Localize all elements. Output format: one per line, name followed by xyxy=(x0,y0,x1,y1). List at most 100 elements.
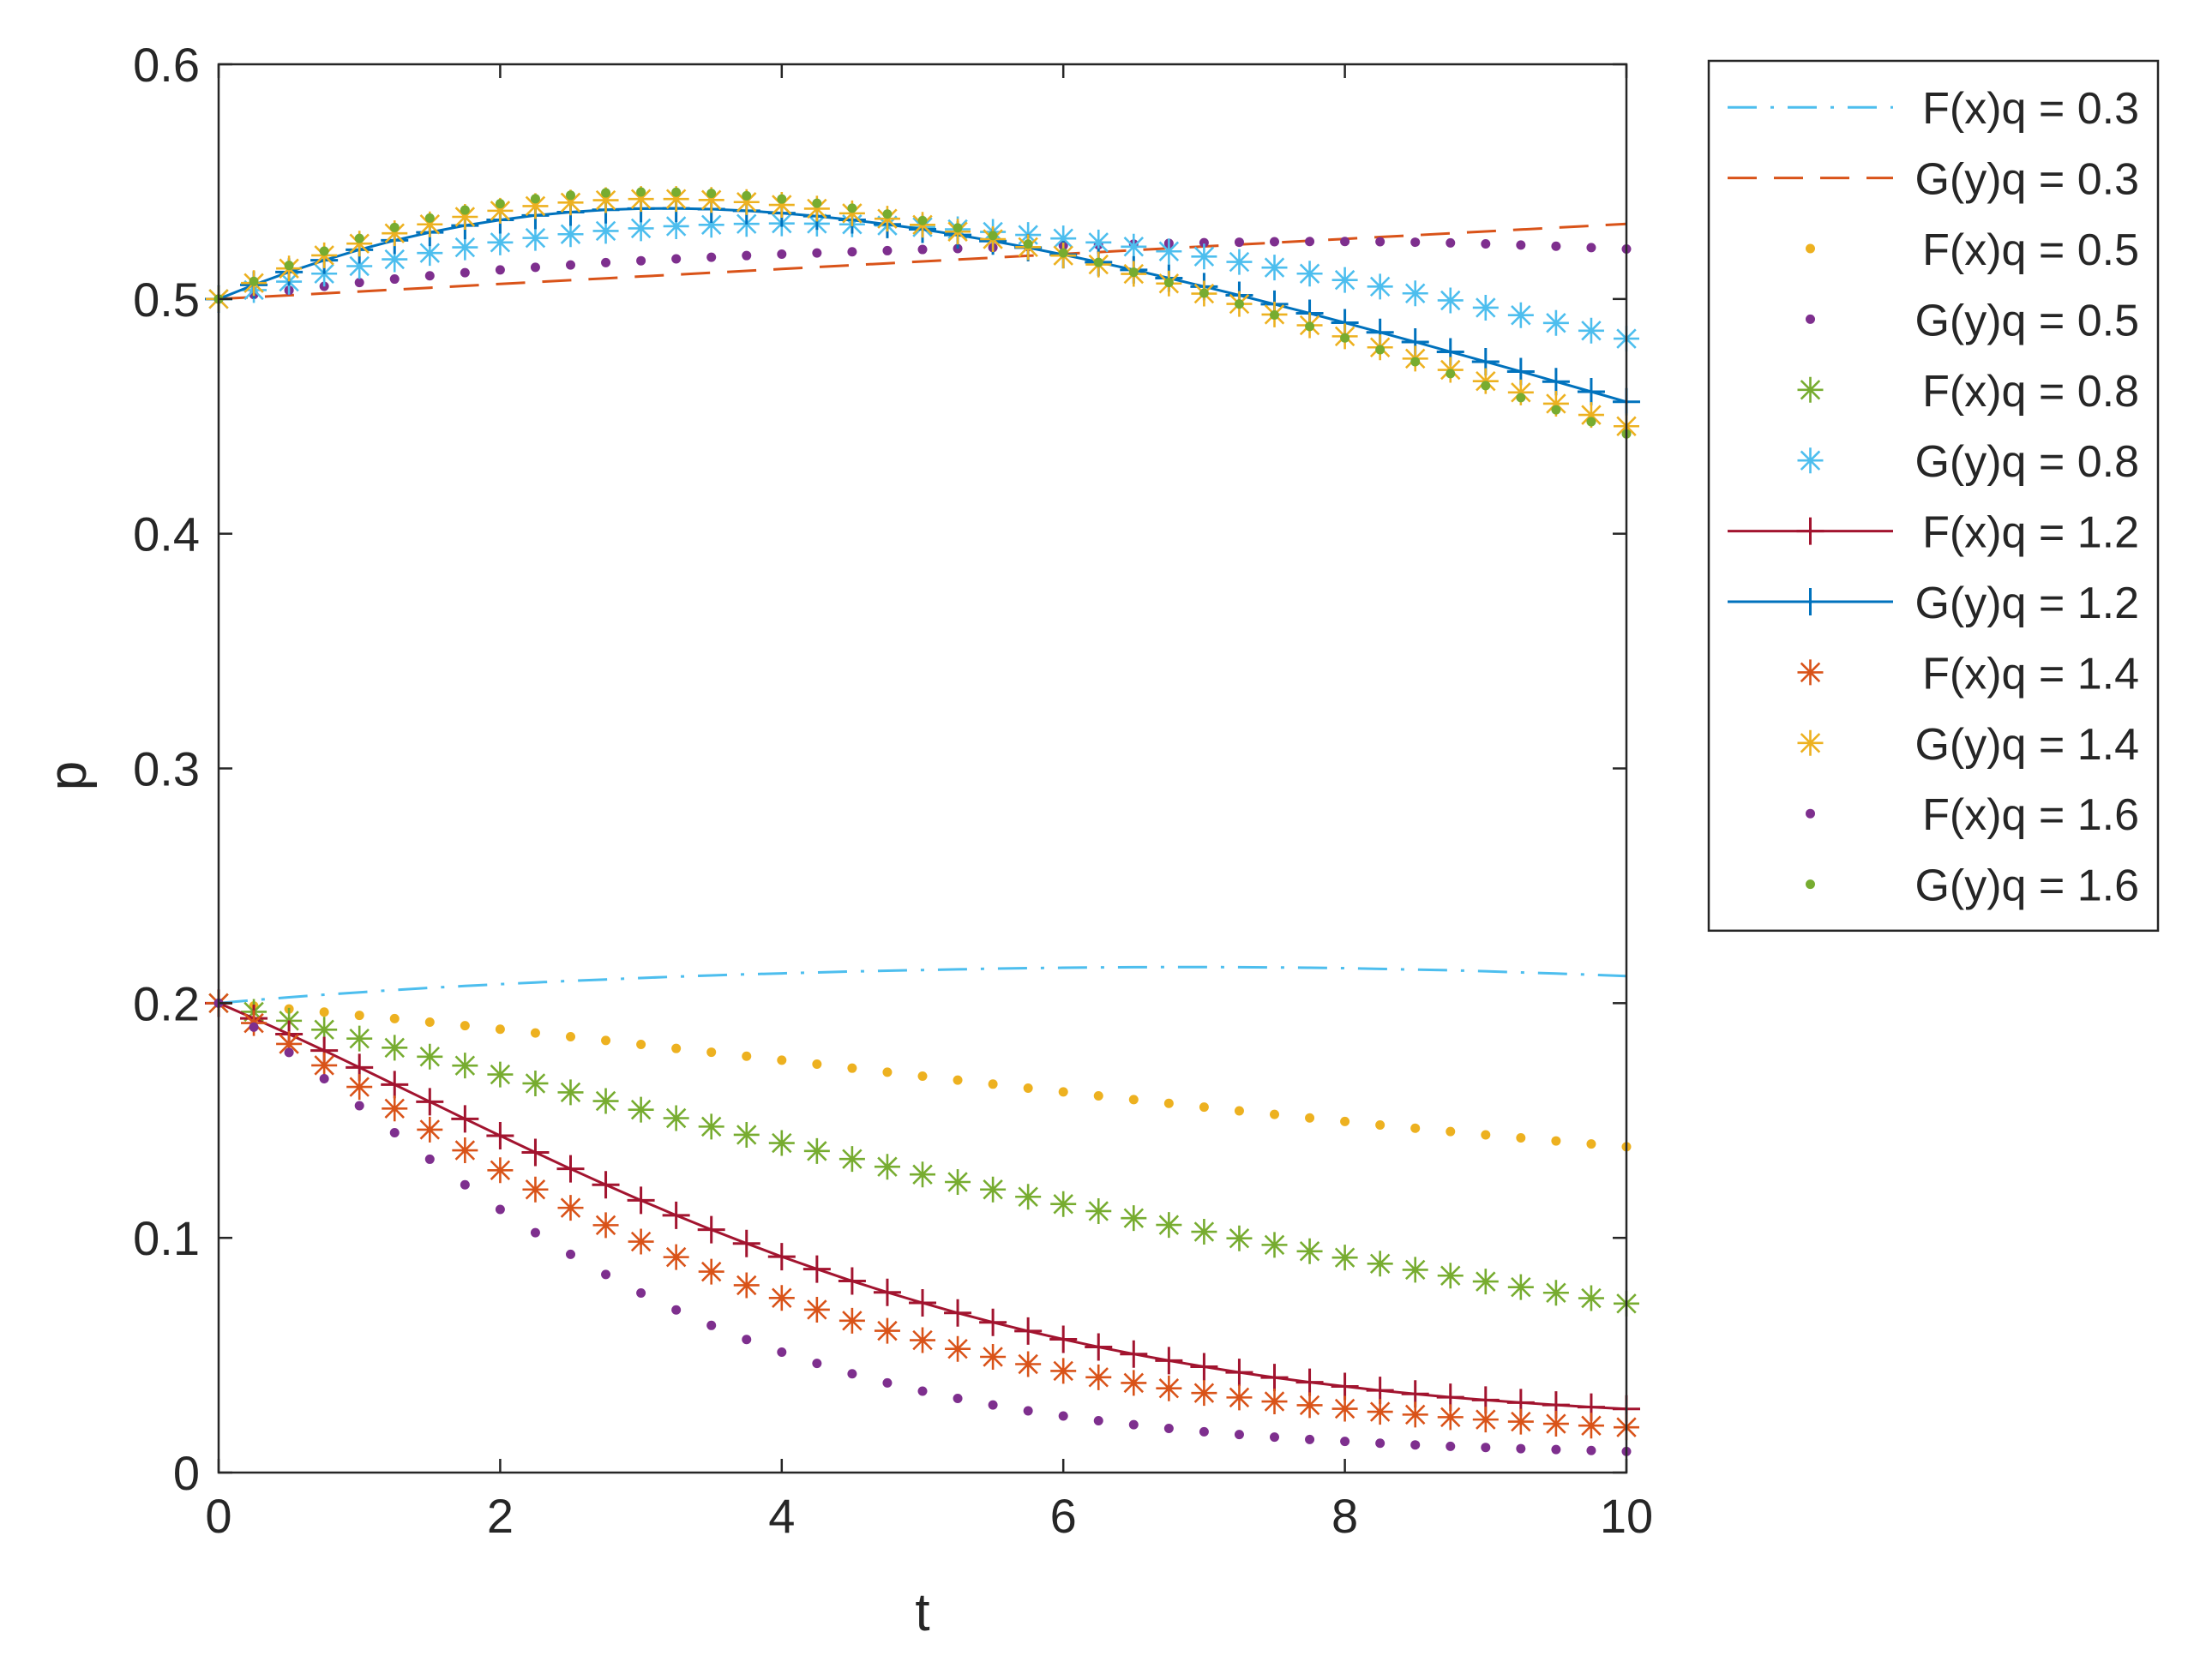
series-4-point xyxy=(1586,243,1596,253)
series-6-point xyxy=(1542,309,1569,336)
series-2-line xyxy=(218,222,1627,301)
legend-label: F(x)q = 1.2 xyxy=(1922,508,2139,558)
legend-entry: G(y)q = 0.8 xyxy=(1797,437,2139,487)
series-3-point xyxy=(1199,1102,1209,1113)
series-9-point xyxy=(1367,1399,1393,1425)
series-9-point xyxy=(1261,1389,1288,1415)
series-12-point xyxy=(1128,267,1139,278)
series-6-point xyxy=(698,212,724,238)
series-9-point xyxy=(1507,1408,1534,1435)
legend-label: G(y)q = 1.2 xyxy=(1914,579,2139,628)
legend-label: G(y)q = 1.4 xyxy=(1914,720,2139,770)
series-5-point xyxy=(382,1035,408,1061)
series-7-point xyxy=(381,1071,409,1099)
series-10-point xyxy=(1542,390,1569,417)
series-12-point xyxy=(847,203,857,213)
series-11-point xyxy=(777,1347,787,1358)
series-11-point xyxy=(424,1154,435,1164)
legend-label: G(y)q = 0.3 xyxy=(1914,155,2139,205)
y-tick-label: 0.2 xyxy=(133,976,200,1030)
legend-entry: F(x)q = 0.5 xyxy=(1806,225,2139,275)
legend-box xyxy=(1707,59,2160,933)
series-12-point xyxy=(1305,321,1315,332)
legend-marker-sample xyxy=(1797,376,1824,403)
series-11-point xyxy=(1446,1441,1456,1451)
series-5-point xyxy=(311,1017,338,1043)
series-3-point xyxy=(601,1035,611,1046)
series-3-point xyxy=(1270,1109,1279,1119)
series-12-point xyxy=(706,189,717,199)
x-tick-label: 4 xyxy=(768,1489,795,1543)
series-9-point xyxy=(698,1258,724,1285)
series-5-point xyxy=(628,1096,654,1123)
series-12-point xyxy=(284,261,294,271)
series-11-point xyxy=(1375,1438,1386,1449)
series-5-point xyxy=(452,1053,478,1079)
series-9-point xyxy=(382,1095,408,1122)
series-12-point xyxy=(812,198,822,208)
series-12-point xyxy=(460,205,470,215)
y-tick-label: 0.6 xyxy=(133,38,200,92)
series-11-point xyxy=(1410,1440,1421,1450)
series-7-point xyxy=(1260,1364,1289,1392)
series-3-point xyxy=(742,1051,752,1061)
series-7-point xyxy=(662,1201,690,1229)
series-10-point xyxy=(522,193,549,219)
series-12-point xyxy=(1058,248,1068,258)
series-7-point xyxy=(592,1171,620,1199)
series-12-point xyxy=(1199,288,1209,298)
series-5-point xyxy=(487,1061,514,1088)
series-4-point xyxy=(1375,237,1386,247)
series-3-point xyxy=(1375,1119,1386,1130)
series-10-point xyxy=(592,187,619,213)
series-9-point xyxy=(1191,1380,1217,1407)
series-7-point xyxy=(697,1215,725,1244)
legend-entry: F(x)q = 0.3 xyxy=(1728,84,2139,134)
series-3-point xyxy=(530,1028,540,1038)
series-9-point xyxy=(311,1052,338,1078)
series-6-point xyxy=(1050,225,1077,252)
series-9-point xyxy=(1085,1364,1112,1390)
series-7-point xyxy=(627,1186,655,1215)
series-5-point xyxy=(803,1137,830,1164)
series-3-point xyxy=(1551,1136,1561,1146)
series-5-point xyxy=(592,1088,619,1114)
series-10-point xyxy=(628,186,654,213)
series-11-point xyxy=(953,1393,963,1403)
series-7-point xyxy=(1295,1368,1324,1396)
series-9-point xyxy=(628,1228,654,1255)
series-11-point xyxy=(530,1227,540,1238)
series-3-point xyxy=(812,1059,822,1070)
series-4-point xyxy=(1270,237,1279,247)
series-3-point xyxy=(1340,1116,1350,1126)
series-12-point xyxy=(354,233,364,243)
series-4-point xyxy=(1340,237,1350,247)
series-5-point xyxy=(1331,1245,1358,1271)
series-3-point xyxy=(319,1007,329,1017)
series-6-point xyxy=(1367,273,1393,300)
series-3-point xyxy=(1586,1139,1596,1149)
series-12-point xyxy=(988,231,998,241)
series-3-point xyxy=(1128,1095,1139,1105)
x-axis-label: t xyxy=(915,1583,929,1642)
series-9-point xyxy=(910,1327,935,1353)
series-9-point xyxy=(522,1176,549,1203)
series-2 xyxy=(218,222,1627,301)
series-11-point xyxy=(882,1377,893,1388)
series-7-point xyxy=(1155,1347,1183,1375)
series-4-point xyxy=(389,274,400,285)
y-tick-label: 0.4 xyxy=(133,507,200,561)
series-3-point xyxy=(1516,1133,1526,1143)
legend-marker-sample xyxy=(1806,808,1815,819)
series-6-point xyxy=(1226,249,1253,275)
series-12-point xyxy=(742,190,752,201)
series-3-point xyxy=(1023,1083,1033,1093)
series-3-point xyxy=(1481,1130,1491,1140)
legend-marker-sample xyxy=(1796,517,1824,545)
series-12-point xyxy=(882,209,893,219)
series-5-point xyxy=(417,1043,443,1070)
x-tick-label: 6 xyxy=(1050,1489,1077,1543)
series-12-point xyxy=(601,188,611,198)
series-7-point xyxy=(802,1255,831,1283)
